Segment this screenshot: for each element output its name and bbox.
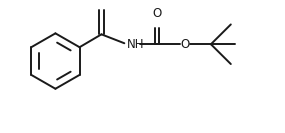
Text: NH: NH [127,38,145,51]
Text: O: O [180,38,190,51]
Text: O: O [152,7,162,20]
